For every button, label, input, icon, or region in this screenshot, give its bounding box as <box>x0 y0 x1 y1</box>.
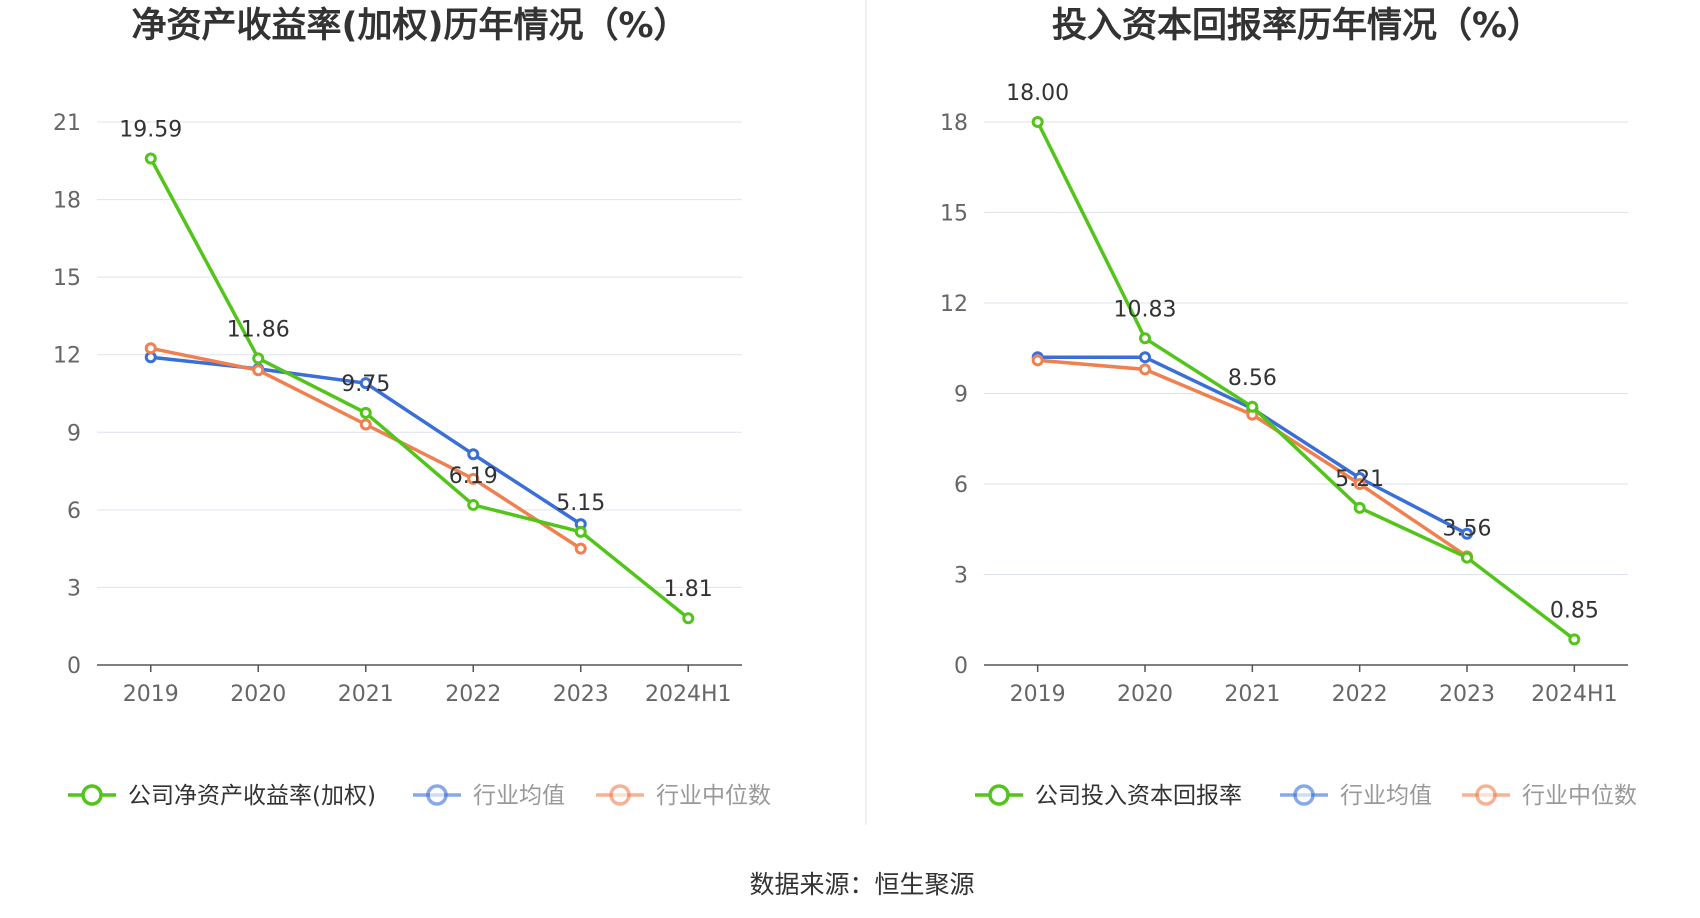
data-point <box>359 406 372 419</box>
data-point <box>144 342 157 355</box>
data-label: 5.21 <box>1335 467 1384 492</box>
data-point <box>1353 501 1366 514</box>
data-label: 5.15 <box>556 491 605 516</box>
legend-item[interactable]: 公司投入资本回报率 <box>975 783 1242 809</box>
data-point <box>467 448 480 461</box>
y-tick-label: 15 <box>940 202 968 227</box>
legend-swatch-marker <box>609 784 631 806</box>
x-tick-label: 2021 <box>1224 682 1280 707</box>
roic-chart: 投入资本回报率历年情况（%） 0 3 6 9 12 15 18 2019 2020 2021 2022… <box>940 6 1637 809</box>
data-point <box>574 525 587 538</box>
x-tick-label: 2022 <box>445 682 501 707</box>
legend-item[interactable]: 行业中位数 <box>596 783 771 809</box>
legend-swatch-marker <box>1293 784 1315 806</box>
data-label: 11.86 <box>227 317 290 342</box>
legend-item[interactable]: 行业均值 <box>413 783 565 809</box>
source-note: 数据来源：恒生聚源 <box>749 870 974 899</box>
data-label: 19.59 <box>119 117 182 142</box>
data-point <box>682 612 695 625</box>
x-tick-label: 2020 <box>230 682 286 707</box>
legend-label: 行业均值 <box>473 783 565 809</box>
chart-title: 净资产收益率(加权)历年情况（%） <box>131 6 688 46</box>
data-point <box>1031 116 1044 128</box>
x-tick-label: 2024H1 <box>645 682 732 707</box>
data-point <box>1461 551 1473 564</box>
data-point <box>144 152 157 165</box>
data-label: 10.83 <box>1114 297 1177 322</box>
data-label: 6.19 <box>449 464 498 489</box>
legend-label: 公司投入资本回报率 <box>1035 783 1242 809</box>
y-tick-label: 12 <box>53 344 81 369</box>
legend-swatch-marker <box>426 784 448 806</box>
data-point <box>359 418 372 431</box>
data-point <box>1353 478 1366 490</box>
y-tick-label: 6 <box>954 473 968 498</box>
y-tick-label: 18 <box>53 189 81 214</box>
data-point <box>1461 527 1473 540</box>
chart-title: 投入资本回报率历年情况（%） <box>1052 6 1542 46</box>
data-point <box>467 498 480 511</box>
legend-item[interactable]: 行业均值 <box>1280 783 1432 809</box>
data-point <box>1139 332 1151 345</box>
y-tick-label: 0 <box>67 654 81 679</box>
x-tick-label: 2019 <box>1010 682 1066 707</box>
legend-swatch-marker <box>988 784 1010 806</box>
y-tick-label: 6 <box>67 499 81 524</box>
data-point <box>574 542 587 555</box>
series-line <box>149 157 690 620</box>
x-tick-label: 2019 <box>123 682 179 707</box>
data-point <box>1246 400 1259 413</box>
data-point <box>252 352 265 365</box>
legend-label: 行业中位数 <box>1522 783 1637 809</box>
legend-label: 行业中位数 <box>656 783 771 809</box>
data-label: 1.81 <box>664 577 713 602</box>
data-point <box>359 377 372 390</box>
y-tick-label: 15 <box>53 266 81 291</box>
data-point <box>1031 354 1044 367</box>
y-tick-label: 12 <box>940 292 968 317</box>
x-tick-label: 2022 <box>1332 682 1388 707</box>
y-tick-label: 9 <box>954 383 968 408</box>
data-label: 3.56 <box>1443 517 1492 542</box>
data-point <box>1139 351 1151 364</box>
legend-item[interactable]: 行业中位数 <box>1462 783 1637 809</box>
data-point <box>1139 363 1151 376</box>
y-tick-label: 3 <box>67 576 81 601</box>
series-line <box>1036 121 1576 641</box>
x-tick-label: 2024H1 <box>1531 682 1618 707</box>
data-label: 9.75 <box>341 372 390 397</box>
x-tick-label: 2020 <box>1117 682 1173 707</box>
data-point <box>1568 633 1581 646</box>
y-tick-label: 9 <box>67 421 81 446</box>
roe-chart: 净资产收益率(加权)历年情况（%） 0 3 6 9 12 15 18 21 2019 2020 202… <box>53 6 771 809</box>
legend-swatch-marker <box>1475 784 1497 806</box>
data-point <box>467 472 480 485</box>
data-label: 18.00 <box>1006 81 1069 106</box>
x-tick-label: 2023 <box>553 682 609 707</box>
legend-item[interactable]: 公司净资产收益率(加权) <box>68 783 376 809</box>
y-tick-label: 3 <box>954 564 968 589</box>
y-tick-label: 18 <box>940 111 968 136</box>
x-tick-label: 2021 <box>338 682 394 707</box>
legend-swatch-marker <box>81 784 103 806</box>
x-tick-label: 2023 <box>1439 682 1495 707</box>
legend-label: 公司净资产收益率(加权) <box>128 783 376 809</box>
data-label: 0.85 <box>1550 598 1599 623</box>
legend-label: 行业均值 <box>1340 783 1432 809</box>
data-label: 8.56 <box>1228 366 1277 391</box>
y-tick-label: 0 <box>954 654 968 679</box>
y-tick-label: 21 <box>53 111 81 136</box>
data-point <box>252 364 265 377</box>
